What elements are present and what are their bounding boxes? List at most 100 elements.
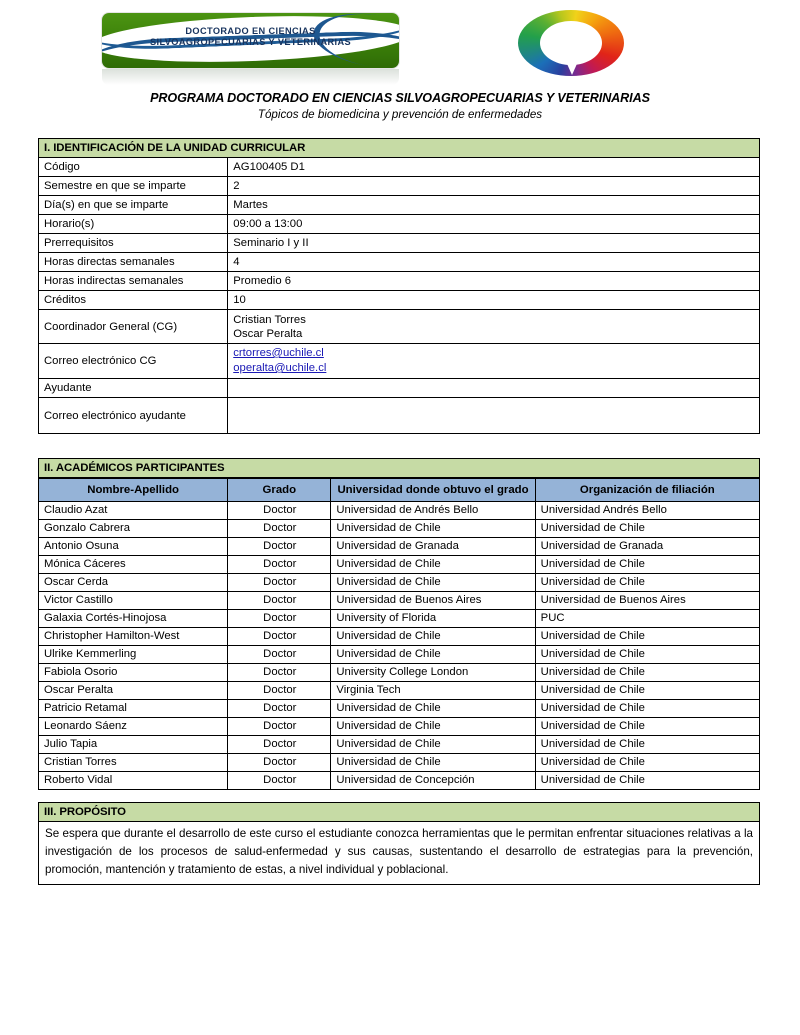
cell-universidad: Universidad de Chile xyxy=(330,627,536,646)
email-link-operalta[interactable]: operalta@uchile.cl xyxy=(233,362,327,374)
table-row: Código AG100405 D1 xyxy=(37,157,760,177)
logo-text-block: DOCTORADO EN CIENCIAS SILVOAGROPECUARIAS… xyxy=(102,26,399,48)
logo-reflection xyxy=(102,69,399,85)
cell-organizacion: Universidad de Chile xyxy=(534,519,761,538)
row-value: Promedio 6 xyxy=(227,271,760,291)
cell-nombre: Cristian Torres xyxy=(37,753,229,772)
spacer xyxy=(0,122,800,138)
table-row: Semestre en que se imparte 2 xyxy=(37,176,760,196)
logo-text-line-1: DOCTORADO EN CIENCIAS xyxy=(185,26,316,36)
email-link-crtorres[interactable]: crtorres@uchile.cl xyxy=(233,347,324,359)
academicos-table: Nombre-Apellido Grado Universidad donde … xyxy=(37,478,761,790)
cell-nombre: Roberto Vidal xyxy=(37,771,229,790)
row-value: 09:00 a 13:00 xyxy=(227,214,760,234)
identificacion-table: I. IDENTIFICACIÓN DE LA UNIDAD CURRICULA… xyxy=(37,138,760,434)
row-label: Ayudante xyxy=(37,378,229,398)
cell-grado: Doctor xyxy=(227,753,332,772)
page-title: PROGRAMA DOCTORADO EN CIENCIAS SILVOAGRO… xyxy=(150,91,650,105)
table-row: Fabiola Osorio Doctor University College L… xyxy=(37,663,761,682)
row-value xyxy=(227,378,760,398)
cell-nombre: Ulrike Kemmerling xyxy=(37,645,229,664)
cell-grado: Doctor xyxy=(227,771,332,790)
doctorado-logo: DOCTORADO EN CIENCIAS SILVOAGROPECUARIAS… xyxy=(102,13,399,68)
cell-grado: Doctor xyxy=(227,573,332,592)
table-row: Prerrequisitos Seminario I y II xyxy=(37,233,760,253)
table-row: Horas directas semanales 4 xyxy=(37,252,760,272)
cell-organizacion: Universidad Andrés Bello xyxy=(534,501,761,520)
row-value: Cristian Torres Oscar Peralta xyxy=(227,309,760,344)
cell-nombre: Galaxia Cortés-Hinojosa xyxy=(37,609,229,628)
rainbow-speech-bubble-logo xyxy=(518,10,624,76)
cell-organizacion: Universidad de Chile xyxy=(534,573,761,592)
table-row: Horas indirectas semanales Promedio 6 xyxy=(37,271,760,291)
column-header-grado: Grado xyxy=(227,478,332,502)
spacer xyxy=(0,434,800,458)
table-row: Galaxia Cortés-Hinojosa Doctor University … xyxy=(37,609,761,628)
table-row-ayudante: Ayudante xyxy=(37,378,760,398)
cell-grado: Doctor xyxy=(227,681,332,700)
academicos-table-header-row: Nombre-Apellido Grado Universidad donde … xyxy=(37,478,761,502)
column-header-nombre: Nombre-Apellido xyxy=(37,478,229,502)
row-label: Horas indirectas semanales xyxy=(37,271,229,291)
cell-universidad: Universidad de Chile xyxy=(330,645,536,664)
cell-organizacion: Universidad de Chile xyxy=(534,735,761,754)
table-row: Leonardo Sáenz Doctor Universidad de Chile… xyxy=(37,717,761,736)
column-header-universidad: Universidad donde obtuvo el grado xyxy=(330,478,536,502)
cell-universidad: Universidad de Chile xyxy=(330,573,536,592)
coordinador-name-1: Cristian Torres xyxy=(233,313,306,326)
proposito-text: Se espera que durante el desarrollo de e… xyxy=(38,821,760,885)
table-row-correo-cg: Correo electrónico CG crtorres@uchile.cl… xyxy=(37,343,760,379)
table-row: Cristian Torres Doctor Universidad de Chil… xyxy=(37,753,761,772)
cell-organizacion: Universidad de Chile xyxy=(534,699,761,718)
table-row: Patricio Retamal Doctor Universidad de Chi… xyxy=(37,699,761,718)
row-label: Créditos xyxy=(37,290,229,310)
academicos-section-header-table: II. ACADÉMICOS PARTICIPANTES xyxy=(38,458,760,478)
cell-organizacion: Universidad de Chile xyxy=(534,753,761,772)
proposito-table: III. PROPÓSITO Se espera que durante el … xyxy=(38,802,760,885)
cell-universidad: Universidad de Chile xyxy=(330,753,536,772)
cell-nombre: Oscar Cerda xyxy=(37,573,229,592)
cell-universidad: Universidad de Granada xyxy=(330,537,536,556)
row-value xyxy=(227,397,760,434)
table-row: Créditos 10 xyxy=(37,290,760,310)
cell-organizacion: Universidad de Chile xyxy=(534,555,761,574)
section-heading-text: I. IDENTIFICACIÓN DE LA UNIDAD CURRICULA… xyxy=(38,138,760,158)
table-row: Ulrike Kemmerling Doctor Universidad de Ch… xyxy=(37,645,761,664)
cell-nombre: Claudio Azat xyxy=(37,501,229,520)
row-value: crtorres@uchile.cl operalta@uchile.cl xyxy=(227,343,760,379)
cell-nombre: Oscar Peralta xyxy=(37,681,229,700)
coordinador-name-2: Oscar Peralta xyxy=(233,327,303,340)
cell-universidad: Universidad de Andrés Bello xyxy=(330,501,536,520)
table-row: Oscar Peralta Doctor Virginia Tech Universi… xyxy=(37,681,761,700)
cell-organizacion: Universidad de Chile xyxy=(534,627,761,646)
row-value: 10 xyxy=(227,290,760,310)
spacer xyxy=(0,790,800,802)
row-label: Correo electrónico ayudante xyxy=(37,397,229,434)
header-logo-row: DOCTORADO EN CIENCIAS SILVOAGROPECUARIAS… xyxy=(0,0,800,88)
section-header-proposito: III. PROPÓSITO xyxy=(38,802,760,822)
cell-grado: Doctor xyxy=(227,717,332,736)
row-label: Semestre en que se imparte xyxy=(37,176,229,196)
cell-universidad: University of Florida xyxy=(330,609,536,628)
cell-universidad: Universidad de Chile xyxy=(330,555,536,574)
row-value: 2 xyxy=(227,176,760,196)
row-value: Seminario I y II xyxy=(227,233,760,253)
table-row: Christopher Hamilton-West Doctor Universid… xyxy=(37,627,761,646)
table-row: Oscar Cerda Doctor Universidad de Chile Uni… xyxy=(37,573,761,592)
section-header-identificacion: I. IDENTIFICACIÓN DE LA UNIDAD CURRICULA… xyxy=(38,138,760,158)
row-value: 4 xyxy=(227,252,760,272)
cell-grado: Doctor xyxy=(227,519,332,538)
cell-nombre: Gonzalo Cabrera xyxy=(37,519,229,538)
cell-grado: Doctor xyxy=(227,699,332,718)
row-label: Horas directas semanales xyxy=(37,252,229,272)
table-row: Julio Tapia Doctor Universidad de Chile Uni… xyxy=(37,735,761,754)
cell-universidad: Universidad de Chile xyxy=(330,717,536,736)
section-header-academicos: II. ACADÉMICOS PARTICIPANTES xyxy=(38,458,760,478)
cell-nombre: Julio Tapia xyxy=(37,735,229,754)
section-heading-text: II. ACADÉMICOS PARTICIPANTES xyxy=(38,458,760,478)
cell-universidad: Universidad de Buenos Aires xyxy=(330,591,536,610)
cell-organizacion: Universidad de Chile xyxy=(534,645,761,664)
row-label: Código xyxy=(37,157,229,177)
page-subtitle: Tópicos de biomedicina y prevención de e… xyxy=(257,108,543,121)
